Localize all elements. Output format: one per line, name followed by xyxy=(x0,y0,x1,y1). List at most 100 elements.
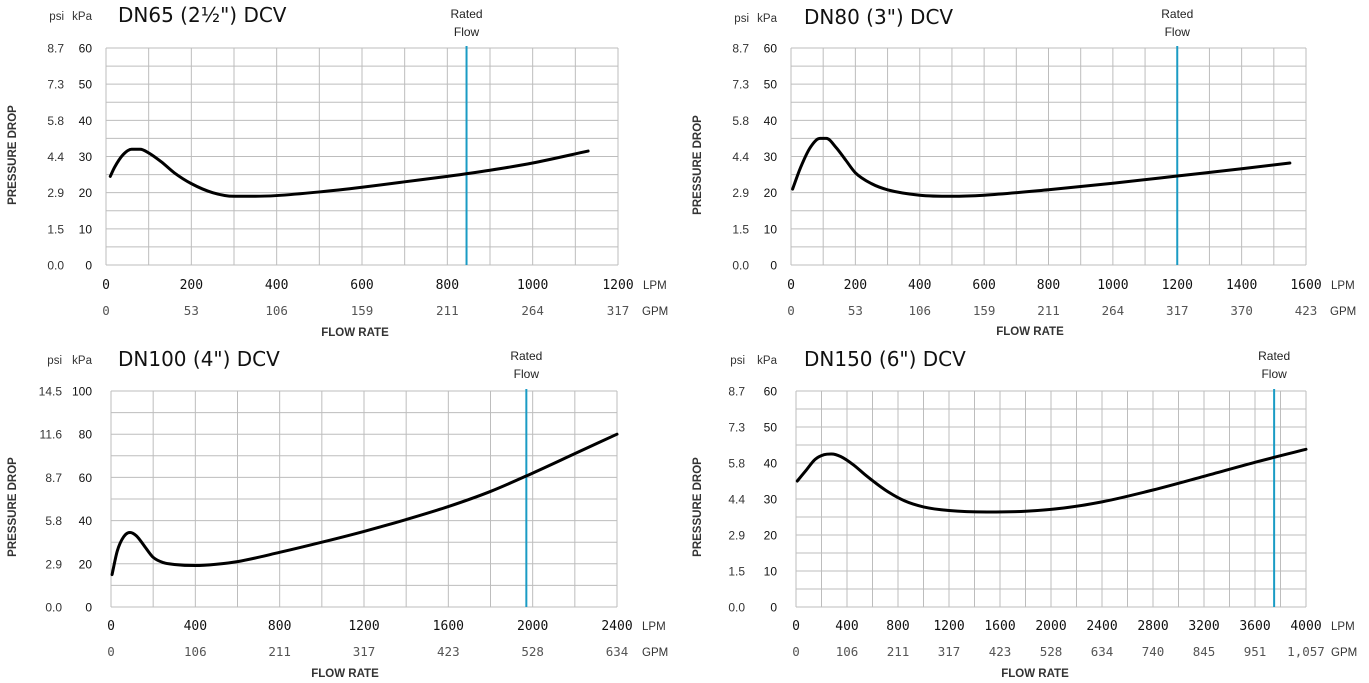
grid xyxy=(110,390,618,608)
x-tick-gpm: 53 xyxy=(848,303,863,318)
y-tick-kpa: 0 xyxy=(85,601,92,615)
x-tick-lpm: 0 xyxy=(102,278,110,293)
x-tick-lpm: 1600 xyxy=(984,619,1015,634)
gpm-unit-label: GPM xyxy=(1331,647,1357,659)
x-axis-title: FLOW RATE xyxy=(996,326,1064,338)
y-tick-kpa: 20 xyxy=(764,186,778,200)
grid xyxy=(795,390,1307,608)
y-tick-kpa: 60 xyxy=(764,42,778,56)
x-tick-gpm: 0 xyxy=(107,644,115,659)
y-tick-psi: 2.9 xyxy=(728,529,745,543)
x-tick-gpm: 528 xyxy=(1040,644,1063,659)
x-tick-lpm: 600 xyxy=(972,278,995,293)
x-tick-lpm: 0 xyxy=(792,619,800,634)
pressure-drop-curve xyxy=(795,447,1308,514)
x-tick-lpm: 200 xyxy=(180,278,203,293)
rated-flow-label: Flow xyxy=(514,367,540,381)
x-axis-title: FLOW RATE xyxy=(1001,668,1069,680)
x-tick-gpm: 159 xyxy=(973,303,996,318)
psi-unit-label: psi xyxy=(734,13,749,25)
chart-title: DN65 (2½") DCV xyxy=(118,3,287,27)
y-tick-kpa: 60 xyxy=(79,471,93,485)
y-tick-kpa: 50 xyxy=(764,78,778,92)
x-tick-lpm: 800 xyxy=(436,278,459,293)
x-tick-gpm: 106 xyxy=(184,644,207,659)
y-tick-kpa: 80 xyxy=(79,428,93,442)
x-tick-gpm: 423 xyxy=(989,644,1012,659)
x-tick-lpm: 800 xyxy=(886,619,909,634)
x-tick-gpm: 159 xyxy=(351,303,374,318)
chart-svg: DN100 (4") DCV psi kPa 0 0.0 20 2.9 40 5.8 60 8.7 8… xyxy=(7,347,668,680)
x-tick-lpm: 800 xyxy=(1037,278,1060,293)
y-tick-kpa: 30 xyxy=(764,150,778,164)
y-tick-psi: 8.7 xyxy=(47,42,64,56)
chart-panel-dn80: DN80 (3") DCV psi kPa 0 0.0 10 1.5 20 2.9 30 4.4 40… xyxy=(685,0,1369,341)
x-tick-gpm: 211 xyxy=(1037,303,1060,318)
x-tick-gpm: 106 xyxy=(265,303,288,318)
x-tick-gpm: 106 xyxy=(836,644,859,659)
y-tick-psi: 2.9 xyxy=(732,186,749,200)
chart-svg: DN65 (2½") DCV psi kPa 0 0.0 10 1.5 20 2.9 30 4.4 4… xyxy=(7,3,668,339)
x-tick-gpm: 1,057 xyxy=(1287,644,1325,659)
y-tick-kpa: 40 xyxy=(764,457,778,471)
chart-panel-dn65: DN65 (2½") DCV psi kPa 0 0.0 10 1.5 20 2.9 30 4.4 4… xyxy=(0,0,684,341)
y-axis-title: PRESSURE DROP xyxy=(692,457,704,557)
y-tick-kpa: 50 xyxy=(79,78,93,92)
x-tick-lpm: 1000 xyxy=(517,278,548,293)
x-tick-lpm: 3600 xyxy=(1239,619,1270,634)
chart-svg: DN80 (3") DCV psi kPa 0 0.0 10 1.5 20 2.9 30 4.4 40… xyxy=(692,5,1356,338)
y-tick-psi: 7.3 xyxy=(728,421,745,435)
x-tick-gpm: 211 xyxy=(268,644,291,659)
rated-flow-label: Rated xyxy=(1258,349,1290,363)
y-tick-psi: 0.0 xyxy=(45,601,62,615)
kpa-unit-label: kPa xyxy=(757,13,777,25)
y-tick-psi: 1.5 xyxy=(47,222,64,236)
lpm-unit-label: LPM xyxy=(1331,621,1355,633)
chart-title: DN100 (4") DCV xyxy=(118,347,280,371)
y-axis-title: PRESSURE DROP xyxy=(7,457,19,557)
rated-flow-label: Rated xyxy=(451,7,483,21)
y-tick-psi: 5.8 xyxy=(47,114,64,128)
pressure-drop-curve xyxy=(110,432,619,577)
x-tick-lpm: 2000 xyxy=(1035,619,1066,634)
x-tick-lpm: 1600 xyxy=(433,619,464,634)
y-tick-kpa: 20 xyxy=(79,186,93,200)
x-tick-gpm: 211 xyxy=(887,644,910,659)
y-tick-psi: 0.0 xyxy=(732,259,749,273)
y-tick-psi: 4.4 xyxy=(47,150,64,164)
x-tick-gpm: 423 xyxy=(1295,303,1318,318)
psi-unit-label: psi xyxy=(49,11,64,23)
y-tick-kpa: 0 xyxy=(770,259,777,273)
chart-panel-dn150: DN150 (6") DCV psi kPa 0 0.0 10 1.5 20 2.9 30 4.4 4… xyxy=(685,342,1369,683)
lpm-unit-label: LPM xyxy=(642,621,666,633)
y-tick-psi: 1.5 xyxy=(728,565,745,579)
y-tick-psi: 2.9 xyxy=(47,186,64,200)
y-tick-psi: 11.6 xyxy=(40,428,63,442)
grid xyxy=(105,47,619,266)
y-tick-kpa: 40 xyxy=(79,114,93,128)
x-tick-lpm: 400 xyxy=(835,619,858,634)
x-tick-gpm: 634 xyxy=(1091,644,1114,659)
chart-title: DN150 (6") DCV xyxy=(804,347,966,371)
x-tick-lpm: 0 xyxy=(787,278,795,293)
y-tick-psi: 8.7 xyxy=(45,471,62,485)
y-tick-psi: 0.0 xyxy=(47,259,64,273)
gpm-unit-label: GPM xyxy=(642,306,668,318)
y-tick-kpa: 0 xyxy=(770,601,777,615)
x-axis-title: FLOW RATE xyxy=(311,668,379,680)
y-tick-kpa: 20 xyxy=(764,529,778,543)
y-tick-psi: 7.3 xyxy=(47,78,64,92)
y-tick-kpa: 30 xyxy=(764,493,778,507)
y-tick-psi: 5.8 xyxy=(45,514,62,528)
x-tick-lpm: 2400 xyxy=(1086,619,1117,634)
chart-title: DN80 (3") DCV xyxy=(804,5,953,29)
rated-flow-label: Rated xyxy=(1161,7,1193,21)
y-tick-kpa: 30 xyxy=(79,150,93,164)
x-tick-gpm: 317 xyxy=(938,644,961,659)
x-tick-gpm: 264 xyxy=(521,303,544,318)
x-tick-lpm: 4000 xyxy=(1290,619,1321,634)
x-tick-gpm: 317 xyxy=(1166,303,1189,318)
x-tick-lpm: 600 xyxy=(350,278,373,293)
x-tick-lpm: 400 xyxy=(184,619,207,634)
y-tick-psi: 0.0 xyxy=(728,601,745,615)
